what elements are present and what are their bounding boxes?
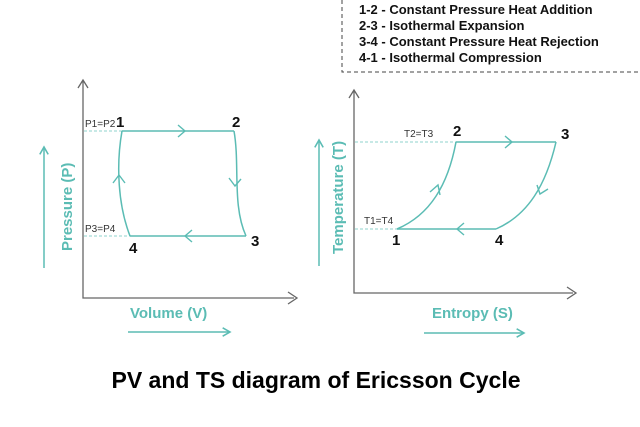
legend-item-2-3: 2-3 - Isothermal Expansion — [359, 18, 524, 33]
pv-y-axis — [77, 78, 299, 305]
pv-point-4: 4 — [129, 240, 138, 257]
ts-y-axis — [348, 88, 578, 300]
ts-arrow-3-4 — [536, 184, 549, 196]
pv-point-1: 1 — [116, 114, 124, 131]
pv-x-label: Volume (V) — [130, 305, 207, 322]
pv-process-4-1 — [117, 130, 131, 237]
ts-process-3-4 — [495, 141, 557, 230]
ts-arrow-2-3 — [504, 135, 514, 149]
legend-item-3-4: 3-4 - Constant Pressure Heat Rejection — [359, 34, 599, 49]
legend-item-1-2: 1-2 - Constant Pressure Heat Addition — [359, 2, 593, 17]
pv-point-2: 2 — [232, 114, 240, 131]
pv-point-3: 3 — [251, 233, 259, 250]
pv-arrow-1-2 — [177, 124, 187, 138]
ts-diagram: T2=T3 T1=T4 1 2 3 4 Temperature (T) Entr… — [314, 88, 578, 338]
legend: 1-2 - Constant Pressure Heat Addition 2-… — [341, 0, 640, 73]
ts-point-1: 1 — [392, 232, 400, 249]
pv-arrow-3-4 — [183, 229, 193, 243]
ts-point-2: 2 — [453, 123, 461, 140]
pv-p12-label: P1=P2 — [85, 119, 116, 130]
pv-y-label: Pressure (P) — [59, 163, 76, 251]
ts-y-label: Temperature (T) — [330, 141, 347, 254]
ts-arrow-1-2 — [429, 183, 441, 196]
pv-arrow-2-3 — [228, 177, 242, 188]
diagram-title: PV and TS diagram of Ericsson Cycle — [111, 367, 520, 393]
pv-p34-label: P3=P4 — [85, 224, 116, 235]
ts-x-label: Entropy (S) — [432, 305, 513, 322]
ts-point-3: 3 — [561, 126, 569, 143]
legend-item-4-1: 4-1 - Isothermal Compression — [359, 50, 542, 65]
ts-arrow-4-1 — [455, 222, 465, 236]
pv-arrow-4-1 — [112, 173, 126, 184]
legend-border — [341, 0, 640, 73]
ts-t23-label: T2=T3 — [404, 129, 434, 140]
ts-point-4: 4 — [495, 232, 504, 249]
pv-process-2-3 — [233, 130, 247, 237]
pv-diagram: P1=P2 P3=P4 1 2 3 4 Pressure (P) Volume … — [39, 78, 299, 337]
ts-process-1-2 — [396, 141, 457, 230]
ts-t14-label: T1=T4 — [364, 216, 394, 227]
